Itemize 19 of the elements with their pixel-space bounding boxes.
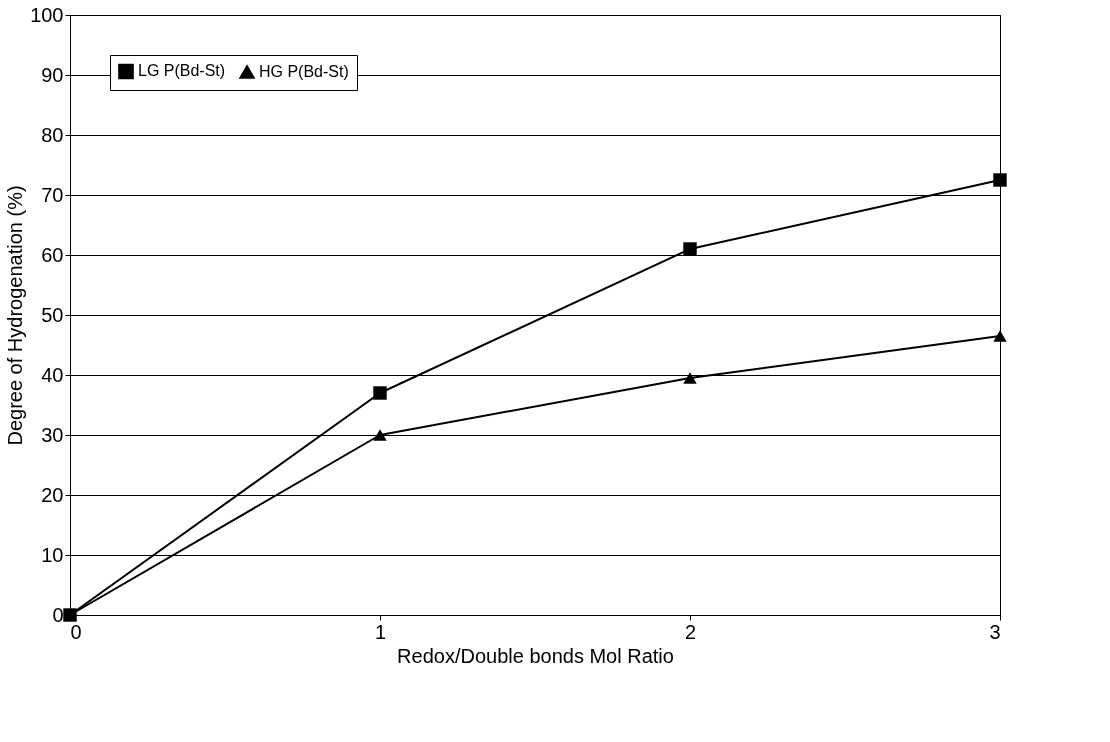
y-tick-label: 90 xyxy=(41,63,64,86)
x-axis-title: Redox/Double bonds Mol Ratio xyxy=(397,644,674,667)
y-tick-label: 50 xyxy=(41,303,64,326)
y-tick-label: 30 xyxy=(41,423,64,446)
y-tick-label: 100 xyxy=(30,3,64,26)
y-tick-label: 40 xyxy=(41,363,64,386)
y-tick-label: 80 xyxy=(41,123,64,146)
y-tick-label: 20 xyxy=(41,483,64,506)
y-axis-title: Degree of Hydrogenation (%) xyxy=(4,185,27,446)
y-tick-label: 0 xyxy=(52,603,64,626)
x-tick-label: 3 xyxy=(989,620,1001,643)
y-tick-label: 70 xyxy=(41,183,64,206)
x-tick-label: 1 xyxy=(374,620,387,643)
x-tick-label: 0 xyxy=(70,620,82,643)
x-tick-label: 2 xyxy=(684,620,697,643)
legend-label: HG P(Bd-St) xyxy=(259,62,349,80)
y-tick-label: 10 xyxy=(41,543,64,566)
legend-label: LG P(Bd-St) xyxy=(138,62,226,80)
y-tick-label: 60 xyxy=(41,243,64,266)
